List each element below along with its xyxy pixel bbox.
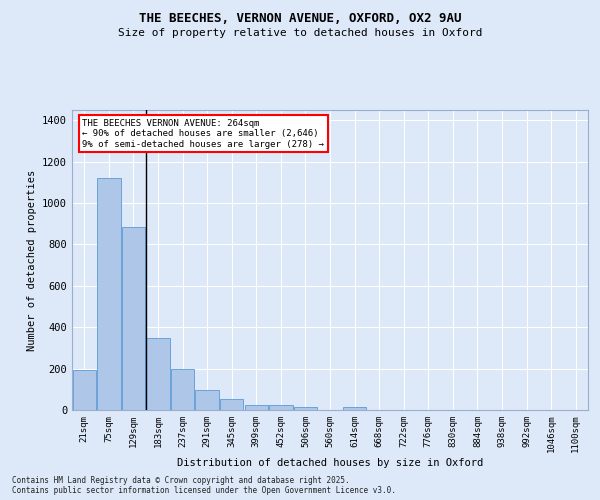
Bar [73,370,96,410]
Bar [146,338,170,410]
Bar [294,407,317,410]
Bar [220,398,244,410]
X-axis label: Distribution of detached houses by size in Oxford: Distribution of detached houses by size … [177,458,483,468]
Bar [171,368,194,410]
Text: THE BEECHES, VERNON AVENUE, OXFORD, OX2 9AU: THE BEECHES, VERNON AVENUE, OXFORD, OX2 … [139,12,461,26]
Bar [343,408,366,410]
Bar [122,227,145,410]
Bar [196,390,219,410]
Bar [245,406,268,410]
Text: Size of property relative to detached houses in Oxford: Size of property relative to detached ho… [118,28,482,38]
Bar [269,406,293,410]
Y-axis label: Number of detached properties: Number of detached properties [26,170,37,350]
Bar [97,178,121,410]
Text: Contains public sector information licensed under the Open Government Licence v3: Contains public sector information licen… [12,486,396,495]
Text: THE BEECHES VERNON AVENUE: 264sqm
← 90% of detached houses are smaller (2,646)
9: THE BEECHES VERNON AVENUE: 264sqm ← 90% … [82,119,324,149]
Text: Contains HM Land Registry data © Crown copyright and database right 2025.: Contains HM Land Registry data © Crown c… [12,476,350,485]
